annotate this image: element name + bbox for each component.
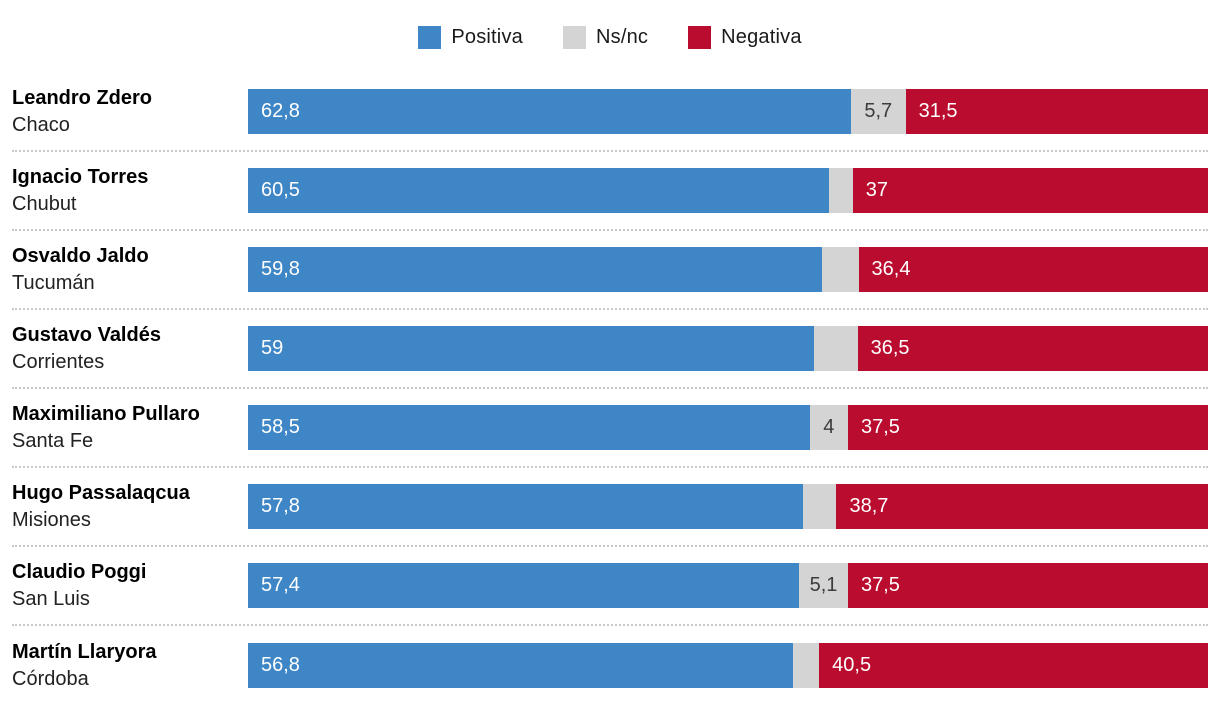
negative-segment: 36,4 bbox=[858, 247, 1208, 292]
positive-value: 57,4 bbox=[261, 574, 300, 596]
row-label: Gustavo Valdés Corrientes bbox=[12, 322, 248, 376]
governor-name: Gustavo Valdés bbox=[12, 323, 161, 346]
negative-value: 31,5 bbox=[918, 100, 958, 122]
nsnc-segment: 5,1 bbox=[799, 563, 848, 608]
governor-name: Maximiliano Pullaro bbox=[12, 402, 200, 425]
nsnc-segment bbox=[822, 247, 859, 292]
nsnc-swatch-icon bbox=[562, 25, 586, 49]
stacked-bar: 62,8 5,7 31,5 bbox=[248, 89, 1208, 134]
negative-value: 36,5 bbox=[870, 337, 910, 359]
governor-name: Leandro Zdero bbox=[12, 86, 153, 109]
governor-name: Ignacio Torres bbox=[12, 165, 149, 188]
row-label: Leandro Zdero Chaco bbox=[12, 85, 248, 139]
governor-row-torres: Ignacio Torres Chubut 60,5 37 bbox=[12, 152, 1208, 231]
legend-label: Positiva bbox=[451, 25, 523, 48]
positive-value: 57,8 bbox=[261, 495, 300, 517]
positive-value: 56,8 bbox=[261, 654, 300, 676]
negative-value: 38,7 bbox=[849, 495, 889, 517]
negative-value: 36,4 bbox=[871, 258, 911, 280]
stacked-bar: 59 36,5 bbox=[248, 326, 1208, 371]
legend-item-negativa: Negativa bbox=[688, 25, 802, 49]
governor-name: Hugo Passalaqcua bbox=[12, 481, 190, 504]
province-name: Santa Fe bbox=[12, 429, 94, 452]
governor-row-poggi: Claudio Poggi San Luis 57,4 5,1 37,5 bbox=[12, 547, 1208, 626]
province-name: Corrientes bbox=[12, 350, 105, 373]
negative-segment: 36,5 bbox=[857, 326, 1208, 371]
stacked-bar: 60,5 37 bbox=[248, 168, 1208, 213]
negative-segment: 31,5 bbox=[905, 89, 1208, 134]
legend-item-positiva: Positiva bbox=[418, 25, 523, 49]
stacked-bar: 56,8 40,5 bbox=[248, 643, 1208, 688]
row-label: Maximiliano Pullaro Santa Fe bbox=[12, 401, 248, 455]
negative-value: 37 bbox=[865, 179, 889, 201]
nsnc-value: 4 bbox=[823, 416, 835, 438]
positive-segment: 58,5 bbox=[248, 405, 810, 450]
positive-segment: 56,8 bbox=[248, 643, 794, 688]
province-name: Córdoba bbox=[12, 667, 89, 690]
legend-label: Negativa bbox=[721, 25, 802, 48]
positive-segment: 57,4 bbox=[248, 563, 800, 608]
positive-value: 59 bbox=[261, 337, 284, 359]
nsnc-value: 5,1 bbox=[809, 574, 838, 596]
nsnc-segment: 4 bbox=[809, 405, 848, 450]
row-label: Ignacio Torres Chubut bbox=[12, 164, 248, 218]
positive-segment: 60,5 bbox=[248, 168, 829, 213]
governor-row-llaryora: Martín Llaryora Córdoba 56,8 40,5 bbox=[12, 626, 1208, 705]
nsnc-segment bbox=[793, 643, 820, 688]
governor-name: Osvaldo Jaldo bbox=[12, 244, 149, 267]
stacked-bar: 57,8 38,7 bbox=[248, 484, 1208, 529]
nsnc-segment bbox=[802, 484, 837, 529]
positive-segment: 59,8 bbox=[248, 247, 823, 292]
positive-value: 59,8 bbox=[261, 258, 300, 280]
chart-legend: Positiva Ns/nc Negativa bbox=[12, 0, 1208, 50]
negative-value: 37,5 bbox=[860, 416, 900, 438]
negative-segment: 37,5 bbox=[847, 563, 1208, 608]
nsnc-value: 5,7 bbox=[864, 100, 893, 122]
negative-segment: 37 bbox=[852, 168, 1208, 213]
positive-value: 60,5 bbox=[261, 179, 300, 201]
province-name: San Luis bbox=[12, 587, 90, 610]
governor-row-pullaro: Maximiliano Pullaro Santa Fe 58,5 4 37,5 bbox=[12, 389, 1208, 468]
negative-segment: 37,5 bbox=[847, 405, 1208, 450]
legend-label: Ns/nc bbox=[595, 25, 649, 48]
stacked-bar: 57,4 5,1 37,5 bbox=[248, 563, 1208, 608]
negative-value: 40,5 bbox=[832, 654, 872, 676]
governor-name: Claudio Poggi bbox=[12, 560, 147, 583]
stacked-bar: 58,5 4 37,5 bbox=[248, 405, 1208, 450]
governor-row-valdes: Gustavo Valdés Corrientes 59 36,5 bbox=[12, 310, 1208, 389]
positive-value: 62,8 bbox=[261, 100, 300, 122]
province-name: Chaco bbox=[12, 113, 70, 136]
province-name: Tucumán bbox=[12, 271, 95, 294]
row-label: Martín Llaryora Córdoba bbox=[12, 639, 248, 693]
positive-segment: 57,8 bbox=[248, 484, 803, 529]
governor-row-passalaqcua: Hugo Passalaqcua Misiones 57,8 38,7 bbox=[12, 468, 1208, 547]
nsnc-segment bbox=[814, 326, 858, 371]
positiva-swatch-icon bbox=[418, 25, 442, 49]
negative-segment: 40,5 bbox=[819, 643, 1208, 688]
positive-value: 58,5 bbox=[261, 416, 300, 438]
stacked-bar: 59,8 36,4 bbox=[248, 247, 1208, 292]
nsnc-segment: 5,7 bbox=[850, 89, 906, 134]
governor-row-jaldo: Osvaldo Jaldo Tucumán 59,8 36,4 bbox=[12, 231, 1208, 310]
chart-rows: Leandro Zdero Chaco 62,8 5,7 31,5 Ignaci… bbox=[12, 73, 1208, 705]
province-name: Misiones bbox=[12, 508, 91, 531]
positive-segment: 62,8 bbox=[248, 89, 851, 134]
positive-segment: 59 bbox=[248, 326, 815, 371]
legend-item-nsnc: Ns/nc bbox=[562, 25, 649, 49]
negativa-swatch-icon bbox=[688, 25, 712, 49]
negative-value: 37,5 bbox=[860, 574, 900, 596]
row-label: Osvaldo Jaldo Tucumán bbox=[12, 243, 248, 297]
nsnc-segment bbox=[828, 168, 853, 213]
province-name: Chubut bbox=[12, 192, 77, 215]
governor-row-zdero: Leandro Zdero Chaco 62,8 5,7 31,5 bbox=[12, 73, 1208, 152]
governor-name: Martín Llaryora bbox=[12, 640, 157, 663]
row-label: Claudio Poggi San Luis bbox=[12, 559, 248, 613]
row-label: Hugo Passalaqcua Misiones bbox=[12, 480, 248, 534]
negative-segment: 38,7 bbox=[836, 484, 1208, 529]
